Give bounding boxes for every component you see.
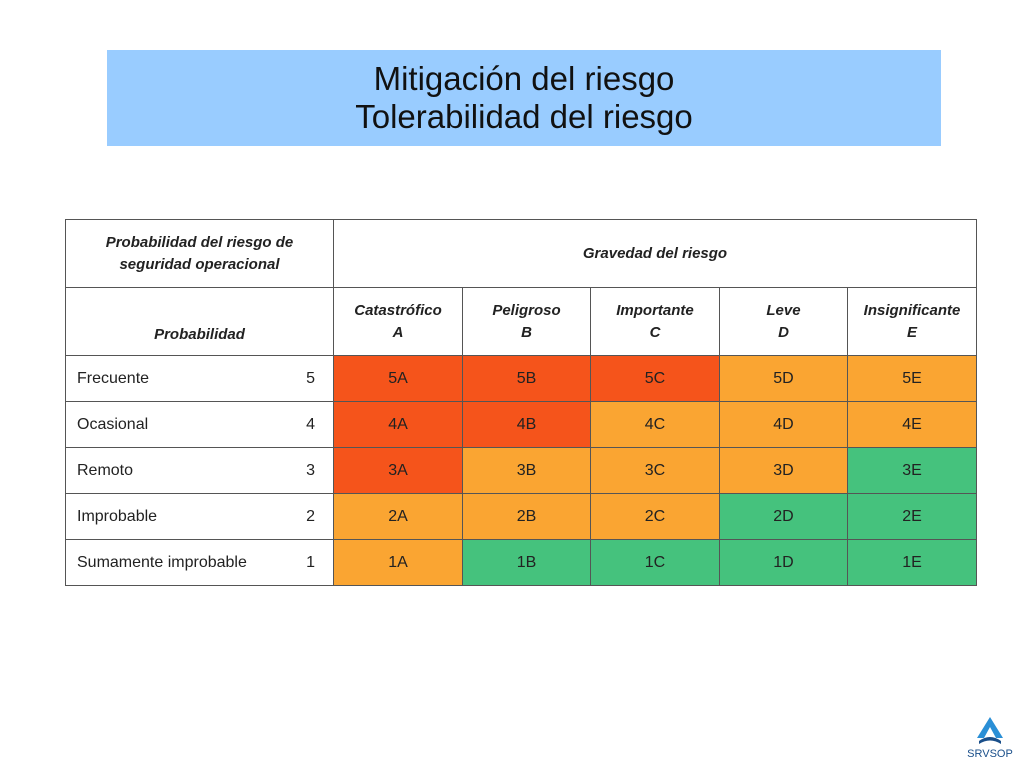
risk-cell-1a: 1A — [333, 539, 463, 586]
title-banner: Mitigación del riesgo Tolerabilidad del … — [107, 50, 941, 146]
probability-header: Probabilidad del riesgo de seguridad ope… — [65, 219, 334, 288]
probability-header-line-1: Probabilidad del riesgo de — [105, 233, 294, 251]
risk-cell-1d: 1D — [719, 539, 848, 586]
severity-letter: B — [521, 323, 532, 341]
risk-cell-1b: 1B — [462, 539, 591, 586]
probability-subheader-label: Probabilidad — [154, 326, 245, 343]
risk-cell-3b: 3B — [462, 447, 591, 494]
risk-cell-2c: 2C — [590, 493, 720, 540]
risk-cell-4b: 4B — [462, 401, 591, 448]
severity-column-b: Peligroso B — [462, 287, 591, 356]
matrix-row-4: Ocasional 4 4A 4B 4C 4D 4E — [65, 401, 977, 448]
probability-subheader: Probabilidad — [65, 287, 334, 356]
probability-label-cell: Frecuente 5 — [65, 355, 334, 402]
subheader-row: Probabilidad Catastrófico A Peligroso B … — [65, 287, 977, 356]
matrix-row-3: Remoto 3 3A 3B 3C 3D 3E — [65, 447, 977, 494]
matrix-row-2: Improbable 2 2A 2B 2C 2D 2E — [65, 493, 977, 540]
title-line-1: Mitigación del riesgo — [373, 60, 675, 97]
risk-cell-5c: 5C — [590, 355, 720, 402]
severity-name: Leve — [766, 301, 801, 319]
probability-label-cell: Remoto 3 — [65, 447, 334, 494]
probability-value: 1 — [306, 553, 315, 571]
probability-label-cell: Improbable 2 — [65, 493, 334, 540]
risk-cell-4d: 4D — [719, 401, 848, 448]
severity-name: Peligroso — [492, 301, 561, 319]
title-line-2: Tolerabilidad del riesgo — [355, 98, 693, 135]
risk-cell-3d: 3D — [719, 447, 848, 494]
risk-cell-2e: 2E — [847, 493, 977, 540]
probability-value: 3 — [306, 461, 315, 479]
risk-tolerability-matrix: Probabilidad del riesgo de seguridad ope… — [65, 219, 977, 586]
severity-column-d: Leve D — [719, 287, 848, 356]
srvsop-logo: SRVSOP — [962, 716, 1018, 764]
risk-cell-1c: 1C — [590, 539, 720, 586]
risk-cell-3c: 3C — [590, 447, 720, 494]
severity-column-a: Catastrófico A — [333, 287, 463, 356]
srvsop-logo-icon — [977, 717, 1003, 744]
severity-name: Catastrófico — [354, 301, 442, 319]
severity-name: Importante — [616, 301, 694, 319]
risk-cell-3a: 3A — [333, 447, 463, 494]
probability-value: 4 — [306, 415, 315, 433]
severity-letter: A — [392, 323, 404, 341]
risk-cell-3e: 3E — [847, 447, 977, 494]
probability-label: Ocasional — [77, 415, 149, 433]
risk-cell-5a: 5A — [333, 355, 463, 402]
probability-header-line-2: seguridad operacional — [119, 255, 280, 273]
risk-cell-1e: 1E — [847, 539, 977, 586]
risk-cell-5e: 5E — [847, 355, 977, 402]
severity-column-c: Importante C — [590, 287, 720, 356]
risk-cell-2d: 2D — [719, 493, 848, 540]
severity-column-e: Insignificante E — [847, 287, 977, 356]
severity-letter: E — [906, 323, 917, 341]
probability-label: Sumamente improbable — [77, 553, 247, 571]
matrix-row-1: Sumamente improbable 1 1A 1B 1C 1D 1E — [65, 539, 977, 586]
probability-label-cell: Sumamente improbable 1 — [65, 539, 334, 586]
risk-cell-4c: 4C — [590, 401, 720, 448]
probability-value: 2 — [306, 507, 315, 525]
probability-value: 5 — [306, 369, 315, 387]
probability-label-cell: Ocasional 4 — [65, 401, 334, 448]
risk-cell-4a: 4A — [333, 401, 463, 448]
probability-label: Improbable — [77, 507, 158, 525]
risk-cell-2a: 2A — [333, 493, 463, 540]
risk-cell-2b: 2B — [462, 493, 591, 540]
severity-name: Insignificante — [863, 301, 961, 319]
probability-label: Remoto — [77, 461, 134, 479]
risk-cell-4e: 4E — [847, 401, 977, 448]
severity-letter: D — [778, 323, 789, 341]
risk-cell-5b: 5B — [462, 355, 591, 402]
severity-header: Gravedad del riesgo — [333, 219, 977, 288]
severity-letter: C — [649, 323, 661, 341]
srvsop-logo-text: SRVSOP — [967, 748, 1013, 760]
probability-label: Frecuente — [77, 369, 150, 387]
header-row: Probabilidad del riesgo de seguridad ope… — [65, 219, 977, 288]
risk-cell-5d: 5D — [719, 355, 848, 402]
matrix-row-5: Frecuente 5 5A 5B 5C 5D 5E — [65, 355, 977, 402]
